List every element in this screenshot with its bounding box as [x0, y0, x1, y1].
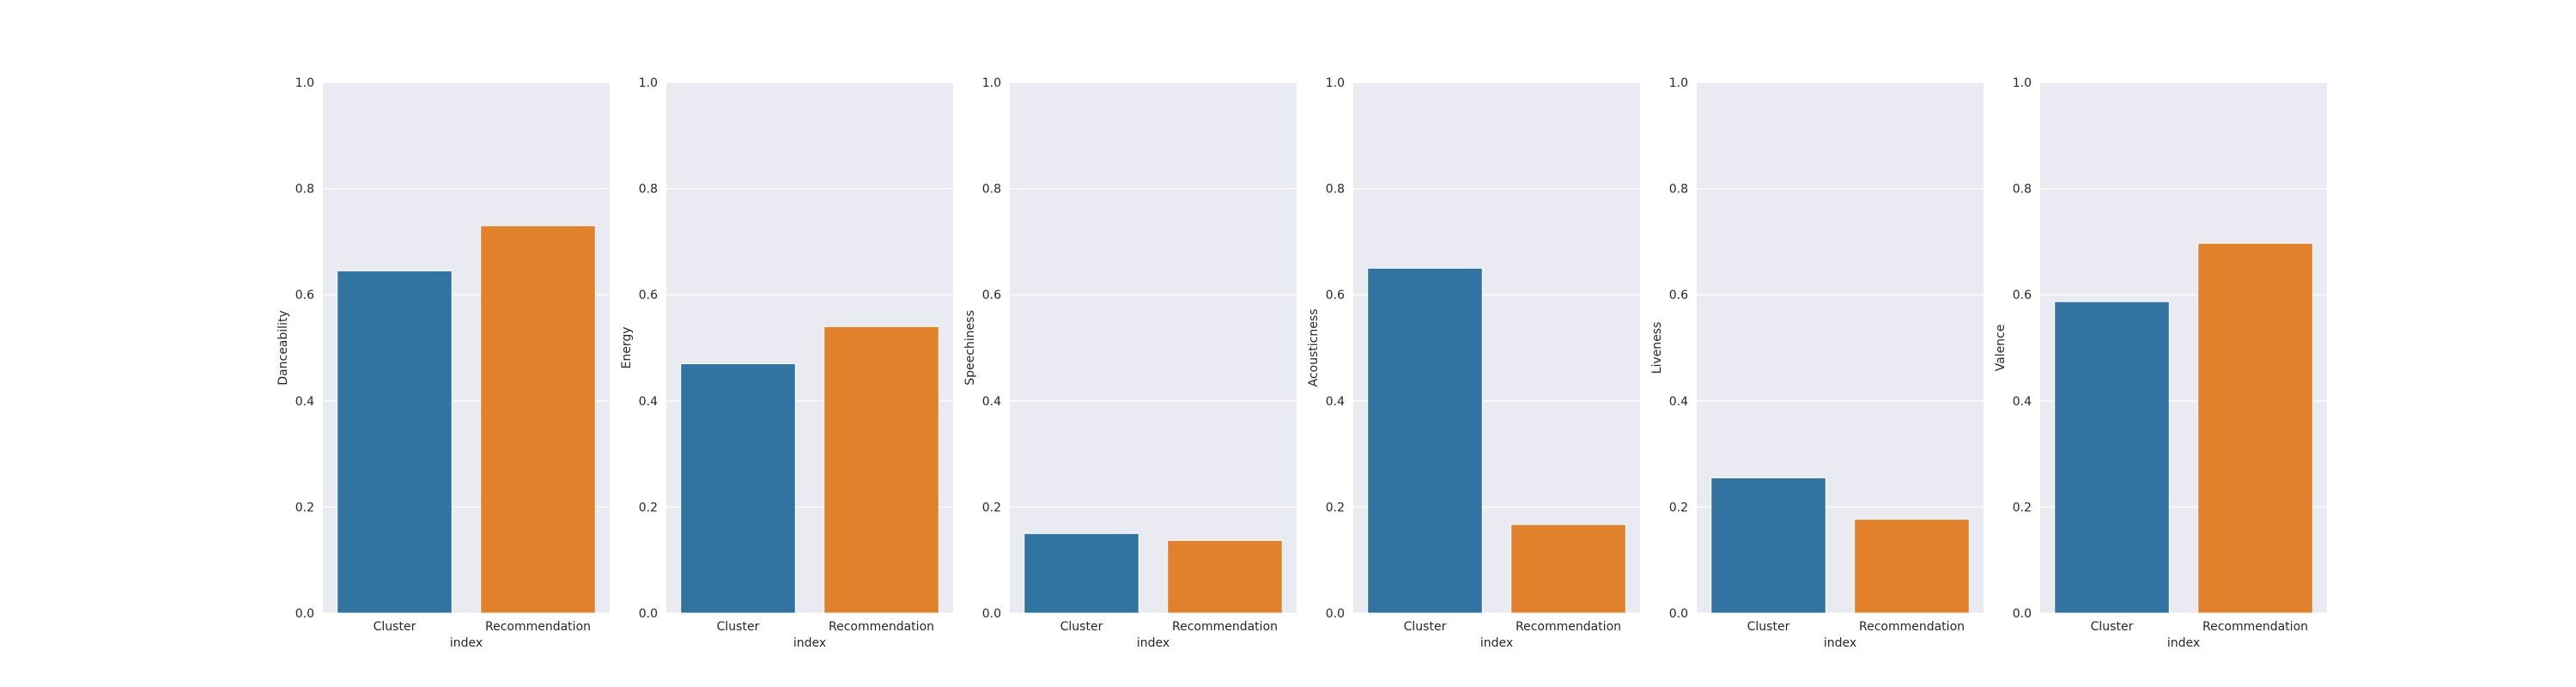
- y-tick-label: 0.2: [1669, 501, 1688, 514]
- y-tick-label: 0.0: [295, 607, 314, 621]
- y-tick-label: 0.4: [982, 395, 1001, 409]
- bar-cluster: [1710, 477, 1826, 614]
- x-tick-label: Recommendation: [1172, 620, 1278, 634]
- y-tick-label: 0.8: [295, 183, 314, 197]
- y-axis-title: Liveness: [1650, 322, 1664, 374]
- y-tick-label: 0.6: [1326, 289, 1345, 302]
- y-tick-label: 0.4: [1669, 395, 1688, 409]
- y-tick-label: 0.4: [639, 395, 658, 409]
- x-tick-label: Recommendation: [1516, 620, 1621, 634]
- x-tick-label: Recommendation: [1859, 620, 1965, 634]
- x-axis-title: index: [2167, 636, 2200, 650]
- x-tick-label: Cluster: [1404, 620, 1447, 634]
- x-axis-title: index: [793, 636, 826, 650]
- x-axis-title: index: [450, 636, 483, 650]
- y-axis-title: Acousticness: [1307, 309, 1321, 387]
- y-tick-label: 1.0: [295, 76, 314, 90]
- bar-recommendation: [1854, 519, 1970, 614]
- x-tick-label: Cluster: [2091, 620, 2134, 634]
- y-tick-label: 0.8: [2013, 183, 2032, 197]
- y-tick-label: 0.4: [1326, 395, 1345, 409]
- bar-cluster: [2054, 301, 2170, 614]
- y-tick-label: 0.8: [982, 183, 1001, 197]
- y-tick-label: 1.0: [1669, 76, 1688, 90]
- bar-recommendation: [823, 325, 939, 614]
- y-tick-label: 0.6: [639, 289, 658, 302]
- subplot-2: 0.0 0.2 0.4 0.6 0.8 1.0 Cluster Recommendationi…: [963, 76, 1297, 650]
- y-tick-label: 1.0: [639, 76, 658, 90]
- x-tick-label: Recommendation: [485, 620, 591, 634]
- subplot-0: 0.0 0.2 0.4 0.6 0.8 1.0 Cluster Recommendationi…: [276, 76, 610, 650]
- y-axis-title: Speechiness: [963, 310, 977, 386]
- x-tick-label: Recommendation: [829, 620, 934, 634]
- y-tick-label: 0.8: [639, 183, 658, 197]
- y-tick-label: 0.2: [639, 501, 658, 514]
- y-axis-title: Valence: [1994, 325, 2008, 372]
- y-tick-label: 0.0: [639, 607, 658, 621]
- x-axis-title: index: [1824, 636, 1856, 650]
- y-tick-label: 0.6: [2013, 289, 2032, 302]
- y-tick-label: 0.2: [982, 501, 1001, 514]
- y-tick-label: 0.4: [2013, 395, 2032, 409]
- subplot-1: 0.0 0.2 0.4 0.6 0.8 1.0 Cluster Recommendationi…: [620, 76, 953, 650]
- y-tick-label: 1.0: [2013, 76, 2032, 90]
- axes-background: [1010, 82, 1297, 613]
- bar-recommendation: [480, 225, 596, 614]
- x-tick-label: Recommendation: [2202, 620, 2308, 634]
- bar-cluster: [680, 363, 796, 614]
- subplot-5: 0.0 0.2 0.4 0.6 0.8 1.0 Cluster Recommendationi…: [1994, 76, 2327, 650]
- x-axis-title: index: [1480, 636, 1513, 650]
- y-tick-label: 0.6: [982, 289, 1001, 302]
- y-tick-label: 0.0: [1669, 607, 1688, 621]
- y-tick-label: 0.0: [982, 607, 1001, 621]
- subplot-3: 0.0 0.2 0.4 0.6 0.8 1.0 Cluster Recommendationi…: [1307, 76, 1640, 650]
- y-tick-label: 0.0: [2013, 607, 2032, 621]
- y-tick-label: 0.2: [1326, 501, 1345, 514]
- bar-recommendation: [1510, 524, 1626, 614]
- x-tick-label: Cluster: [374, 620, 416, 634]
- y-tick-label: 0.2: [2013, 501, 2032, 514]
- bar-recommendation: [1167, 539, 1283, 614]
- y-tick-label: 1.0: [1326, 76, 1345, 90]
- y-tick-label: 0.6: [295, 289, 314, 302]
- bar-cluster: [1367, 267, 1483, 614]
- subplot-4: 0.0 0.2 0.4 0.6 0.8 1.0 Cluster Recommendationi…: [1650, 76, 1984, 650]
- bar-recommendation: [2197, 242, 2313, 614]
- y-tick-label: 0.2: [295, 501, 314, 514]
- x-tick-label: Cluster: [1060, 620, 1103, 634]
- bar-cluster: [337, 270, 453, 614]
- bar-cluster: [1024, 532, 1139, 614]
- x-tick-label: Cluster: [717, 620, 760, 634]
- y-axis-title: Energy: [620, 326, 634, 368]
- y-axis-title: Danceability: [276, 310, 290, 385]
- y-tick-label: 0.6: [1669, 289, 1688, 302]
- y-tick-label: 0.8: [1669, 183, 1688, 197]
- y-tick-label: 0.4: [295, 395, 314, 409]
- y-tick-label: 1.0: [982, 76, 1001, 90]
- y-tick-label: 0.8: [1326, 183, 1345, 197]
- y-tick-label: 0.0: [1326, 607, 1345, 621]
- x-axis-title: index: [1137, 636, 1170, 650]
- x-tick-label: Cluster: [1747, 620, 1790, 634]
